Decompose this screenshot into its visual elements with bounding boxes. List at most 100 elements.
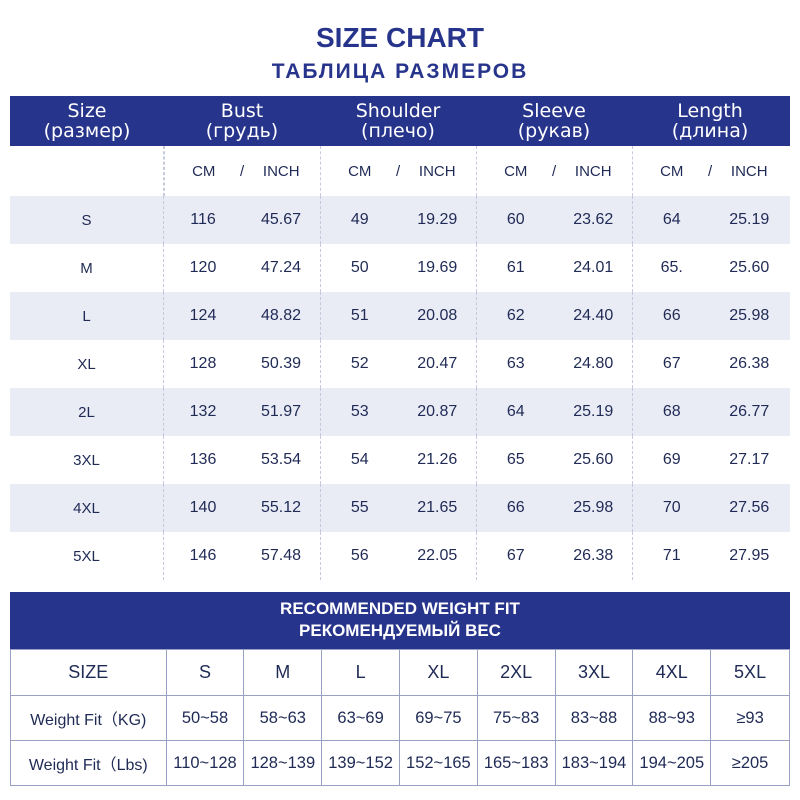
inch-value: 25.19 xyxy=(573,403,614,420)
cm-value: 67 xyxy=(662,355,681,372)
weight-kg-row-label: Weight Fit（KG) xyxy=(11,696,167,740)
measure-group: 146 57.48 xyxy=(164,532,320,580)
inch-value: 20.87 xyxy=(417,403,458,420)
column-header: Bust (грудь) xyxy=(164,96,320,146)
measure-group: 62 24.40 xyxy=(476,292,632,340)
weight-kg-row-cell: 69~75 xyxy=(400,696,478,740)
table-row: L 124 48.82 51 20.08 62 24.40 66 25.98 xyxy=(10,292,790,340)
cm-value: 64 xyxy=(506,403,525,420)
size-cell: 5XL xyxy=(10,532,164,580)
cm-value: 65 xyxy=(506,451,525,468)
inch-value: 27.95 xyxy=(729,547,770,564)
cm-value: 66 xyxy=(506,499,525,516)
table-row: XL 128 50.39 52 20.47 63 24.80 67 26.38 xyxy=(10,340,790,388)
size-cell: 4XL xyxy=(10,484,164,532)
weight-table-title: RECOMMENDED WEIGHT FIT xyxy=(280,599,520,618)
inch-value: 24.01 xyxy=(573,259,614,276)
unit-group: CM / INCH xyxy=(164,146,320,196)
size-table-header: Size (размер) Bust (грудь) Shoulder (плечо) Sl… xyxy=(10,96,790,146)
measure-group: 120 47.24 xyxy=(164,244,320,292)
inch-value: 26.77 xyxy=(729,403,770,420)
measure-group: 49 19.29 xyxy=(320,196,476,244)
cm-value: 71 xyxy=(662,547,681,564)
cm-value: 55 xyxy=(350,499,369,516)
measure-group: 124 48.82 xyxy=(164,292,320,340)
inch-value: 24.80 xyxy=(573,355,614,372)
cm-value: 63 xyxy=(506,355,525,372)
measure-group: 132 51.97 xyxy=(164,388,320,436)
weight-lbs-row-cell: ≥205 xyxy=(731,753,769,772)
units-blank xyxy=(10,146,164,196)
inch-value: 19.69 xyxy=(417,259,458,276)
table-row: 4XL 140 55.12 55 21.65 66 25.98 70 27.56 xyxy=(10,484,790,532)
weight-table-grid: SIZE S M L XL 2XL 3XL 4XL 5XL Weight Fit（KG) 50~58… xyxy=(10,649,790,786)
inch-value: 26.38 xyxy=(573,547,614,564)
weight-kg-row-cell: 58~63 xyxy=(244,696,323,740)
cm-value: 64 xyxy=(662,211,681,228)
weight-kg-row-cell: 83~88 xyxy=(556,696,634,740)
weight-size-row-cell: 2XL xyxy=(478,650,556,695)
weight-kg-row-cell: 75~83 xyxy=(478,696,556,740)
inch-value: 21.26 xyxy=(417,451,458,468)
cm-value: 56 xyxy=(350,547,369,564)
measure-group: 69 27.17 xyxy=(632,436,788,484)
table-row: 5XL 146 57.48 56 22.05 67 26.38 71 27.95 xyxy=(10,532,790,580)
weight-kg-row-cell: 88~93 xyxy=(633,696,712,740)
inch-value: 57.48 xyxy=(260,547,302,564)
unit-cm-label: CM xyxy=(660,162,684,180)
cm-value: 67 xyxy=(506,547,525,564)
inch-value: 25.60 xyxy=(573,451,614,468)
weight-size-row-cell: S xyxy=(167,650,245,695)
inch-value: 22.05 xyxy=(417,547,458,564)
measure-group: 56 22.05 xyxy=(320,532,476,580)
measure-group: 51 20.08 xyxy=(320,292,476,340)
cm-value: 120 xyxy=(189,259,217,276)
size-cell: M xyxy=(10,244,164,292)
unit-cm-label: CM xyxy=(192,162,216,180)
cm-value: 49 xyxy=(350,211,369,228)
weight-lbs-row-cell: 128~139 xyxy=(244,741,323,785)
cm-value: 66 xyxy=(662,307,681,324)
unit-inch-label: INCH xyxy=(574,162,612,180)
measure-group: 67 26.38 xyxy=(632,340,788,388)
cm-value: 116 xyxy=(190,211,216,228)
column-header-en: Size xyxy=(67,100,107,122)
cm-value: 65. xyxy=(660,259,683,276)
unit-inch-label: INCH xyxy=(730,162,768,180)
measure-group: 67 26.38 xyxy=(476,532,632,580)
cm-value: 60 xyxy=(506,211,525,228)
weight-size-row-cell: L xyxy=(322,650,400,695)
weight-lbs-row-cell: 152~165 xyxy=(400,741,478,785)
weight-table-header: RECOMMENDED WEIGHT FIT РЕКОМЕНДУЕМЫЙ ВЕС xyxy=(10,592,790,649)
inch-value: 25.98 xyxy=(573,499,614,516)
weight-size-row-label: SIZE xyxy=(11,650,167,695)
cm-value: 53 xyxy=(350,403,369,420)
measure-group: 140 55.12 xyxy=(164,484,320,532)
measure-group: 64 25.19 xyxy=(476,388,632,436)
unit-cm-label: CM xyxy=(504,162,528,180)
column-header-ru: (грудь) xyxy=(205,120,279,142)
measure-group: 71 27.95 xyxy=(632,532,788,580)
measure-group: 50 19.69 xyxy=(320,244,476,292)
size-cell: S xyxy=(10,196,164,244)
measure-group: 65. 25.60 xyxy=(632,244,788,292)
cm-value: 124 xyxy=(189,307,217,324)
weight-lbs-row-cell: 183~194 xyxy=(556,741,634,785)
inch-value: 53.54 xyxy=(260,451,302,468)
inch-value: 19.29 xyxy=(417,211,458,228)
inch-value: 20.47 xyxy=(417,355,458,372)
measure-group: 55 21.65 xyxy=(320,484,476,532)
weight-kg-row-cell: 63~69 xyxy=(322,696,400,740)
size-table-units-row: CM / INCH CM / INCH CM / INCH CM / INCH xyxy=(10,146,790,196)
weight-size-row-cell: XL xyxy=(400,650,478,695)
column-header: Size (размер) xyxy=(10,96,164,146)
weight-lbs-row-cell: 110~128 xyxy=(167,741,245,785)
cm-value: 146 xyxy=(189,547,217,564)
size-table: Size (размер) Bust (грудь) Shoulder (плечо) Sl… xyxy=(10,96,790,580)
weight-size-row-cell: 3XL xyxy=(556,650,634,695)
measure-group: 66 25.98 xyxy=(476,484,632,532)
column-header-en: Shoulder xyxy=(355,100,441,122)
measure-group: 128 50.39 xyxy=(164,340,320,388)
cm-value: 62 xyxy=(506,307,525,324)
measure-group: 61 24.01 xyxy=(476,244,632,292)
